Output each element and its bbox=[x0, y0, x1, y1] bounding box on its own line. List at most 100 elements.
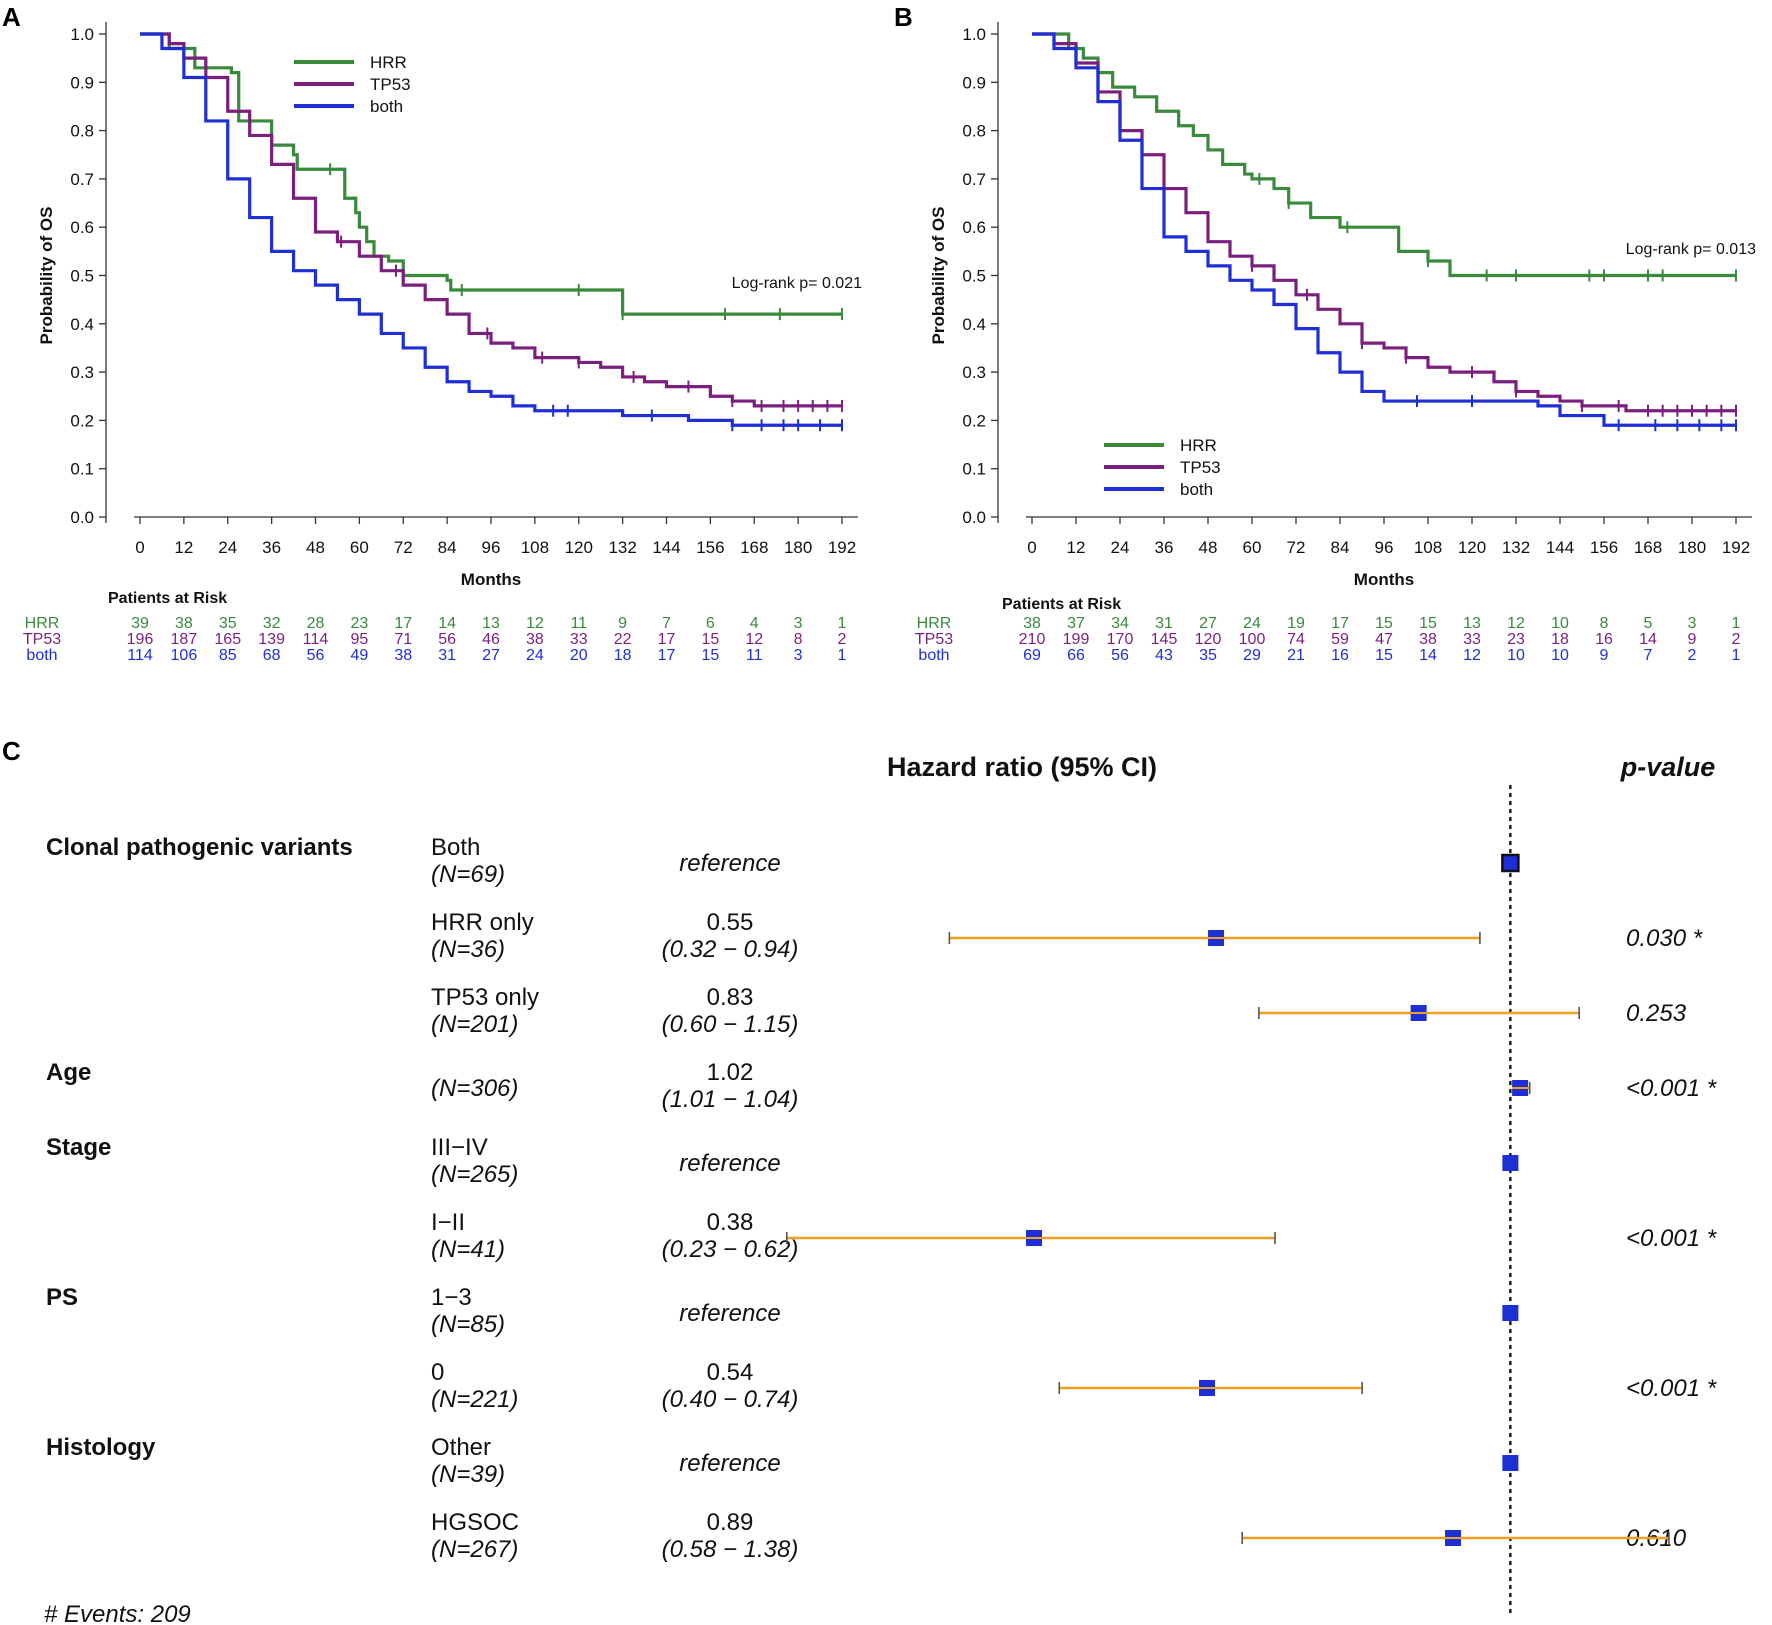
x-tick-label: 192 bbox=[1722, 538, 1750, 557]
x-tick-label: 12 bbox=[174, 538, 193, 557]
x-tick-label: 96 bbox=[482, 538, 501, 557]
risk-count: 3 bbox=[794, 647, 803, 664]
risk-count: 10 bbox=[1551, 615, 1569, 632]
legend-label-hrr: HRR bbox=[370, 53, 407, 72]
x-tick-label: 108 bbox=[521, 538, 549, 557]
hr-value: 0.83 bbox=[707, 984, 754, 1011]
km-curve-hrr bbox=[1032, 32, 1736, 278]
risk-count: 35 bbox=[219, 615, 237, 632]
risk-count: 7 bbox=[662, 615, 671, 632]
n-label: (N=267) bbox=[431, 1536, 518, 1563]
risk-count: 1 bbox=[1732, 615, 1741, 632]
legend-label-both: both bbox=[1180, 480, 1213, 499]
x-tick-label: 180 bbox=[1678, 538, 1706, 557]
risk-count: 15 bbox=[1375, 647, 1393, 664]
n-label: (N=306) bbox=[431, 1075, 518, 1102]
risk-count: 31 bbox=[438, 647, 456, 664]
risk-count: 1 bbox=[838, 615, 847, 632]
risk-count: 3 bbox=[794, 615, 803, 632]
x-tick-label: 168 bbox=[740, 538, 768, 557]
risk-count: 139 bbox=[258, 631, 285, 648]
risk-count: 210 bbox=[1019, 631, 1046, 648]
risk-count: 39 bbox=[131, 615, 149, 632]
risk-count: 3 bbox=[1688, 615, 1697, 632]
risk-count: 196 bbox=[127, 631, 154, 648]
y-tick-label: 0.3 bbox=[962, 363, 986, 382]
risk-count: 16 bbox=[1595, 631, 1613, 648]
events-footer: # Events: 209 bbox=[44, 1601, 191, 1625]
risk-count: 16 bbox=[1331, 647, 1349, 664]
y-tick-label: 0.9 bbox=[962, 73, 986, 92]
x-tick-label: 156 bbox=[1590, 538, 1618, 557]
variable-label: PS bbox=[46, 1284, 78, 1311]
risk-count: 187 bbox=[171, 631, 198, 648]
x-tick-label: 144 bbox=[652, 538, 680, 557]
hr-point bbox=[1502, 1155, 1519, 1171]
y-tick-label: 0.1 bbox=[70, 460, 94, 479]
variable-label: Stage bbox=[46, 1134, 111, 1161]
risk-count: 56 bbox=[1111, 647, 1129, 664]
x-tick-label: 96 bbox=[1375, 538, 1394, 557]
y-tick-label: 0.9 bbox=[70, 73, 94, 92]
x-tick-label: 120 bbox=[1458, 538, 1486, 557]
x-tick-label: 132 bbox=[608, 538, 636, 557]
risk-count: 14 bbox=[1419, 647, 1437, 664]
risk-count: 21 bbox=[1287, 647, 1305, 664]
risk-count: 2 bbox=[838, 631, 847, 648]
x-tick-label: 84 bbox=[1331, 538, 1350, 557]
panel-letter-b: B bbox=[894, 2, 913, 32]
hr-value: 0.55 bbox=[707, 909, 754, 936]
risk-row-label-tp53: TP53 bbox=[23, 631, 61, 648]
risk-count: 145 bbox=[1151, 631, 1178, 648]
risk-row-label-tp53: TP53 bbox=[915, 631, 953, 648]
risk-count: 24 bbox=[1243, 615, 1261, 632]
x-tick-label: 36 bbox=[1155, 538, 1174, 557]
n-label: (N=39) bbox=[431, 1461, 505, 1488]
risk-count: 114 bbox=[303, 631, 329, 648]
hr-value: 0.89 bbox=[707, 1509, 754, 1536]
level-label: I−II bbox=[431, 1209, 465, 1236]
variable-label: Clonal pathogenic variants bbox=[46, 834, 353, 861]
risk-count: 35 bbox=[1199, 647, 1217, 664]
x-tick-label: 144 bbox=[1546, 538, 1574, 557]
risk-count: 9 bbox=[1600, 647, 1609, 664]
x-tick-label: 72 bbox=[394, 538, 413, 557]
risk-count: 199 bbox=[1063, 631, 1090, 648]
risk-count: 114 bbox=[127, 647, 153, 664]
risk-count: 106 bbox=[171, 647, 198, 664]
x-tick-label: 84 bbox=[438, 538, 457, 557]
x-tick-label: 24 bbox=[1111, 538, 1130, 557]
y-tick-label: 0.5 bbox=[962, 267, 986, 286]
p-value: <0.001 * bbox=[1626, 1375, 1717, 1402]
risk-count: 18 bbox=[614, 647, 632, 664]
y-tick-label: 1.0 bbox=[962, 25, 986, 44]
hr-ci: (0.40 − 0.74) bbox=[662, 1386, 799, 1413]
risk-count: 12 bbox=[1507, 615, 1525, 632]
risk-count: 56 bbox=[307, 647, 325, 664]
y-tick-label: 0.5 bbox=[70, 267, 94, 286]
risk-count: 22 bbox=[614, 631, 632, 648]
hr-reference: reference bbox=[679, 1450, 780, 1477]
level-label: III−IV bbox=[431, 1134, 488, 1161]
risk-count: 165 bbox=[214, 631, 241, 648]
risk-count: 56 bbox=[438, 631, 456, 648]
risk-count: 33 bbox=[1463, 631, 1481, 648]
risk-table-title: Patients at Risk bbox=[1002, 596, 1121, 613]
n-label: (N=69) bbox=[431, 861, 505, 888]
risk-count: 13 bbox=[1463, 615, 1481, 632]
risk-count: 14 bbox=[1639, 631, 1657, 648]
risk-count: 12 bbox=[1463, 647, 1481, 664]
risk-count: 71 bbox=[394, 631, 412, 648]
risk-table-title: Patients at Risk bbox=[108, 590, 227, 607]
km-chart-a: 0.00.10.20.30.40.50.60.70.80.91.00 12 24 36… bbox=[23, 22, 862, 664]
y-tick-label: 0.2 bbox=[70, 411, 94, 430]
risk-count: 38 bbox=[175, 615, 193, 632]
y-tick-label: 0.4 bbox=[70, 315, 94, 334]
risk-count: 43 bbox=[1155, 647, 1173, 664]
risk-count: 37 bbox=[1067, 615, 1085, 632]
y-tick-label: 0.2 bbox=[962, 411, 986, 430]
risk-count: 46 bbox=[482, 631, 500, 648]
risk-count: 17 bbox=[1331, 615, 1349, 632]
risk-count: 13 bbox=[482, 615, 500, 632]
